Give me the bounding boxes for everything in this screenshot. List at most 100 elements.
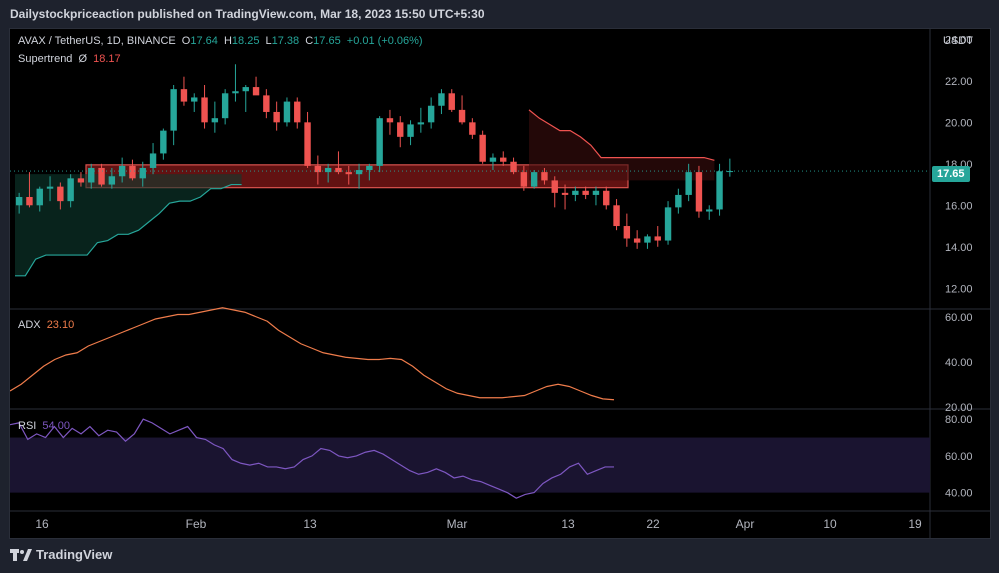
publish-header: Dailystockpriceaction published on Tradi…: [0, 0, 999, 28]
candle-body: [582, 190, 589, 195]
candle-body: [592, 190, 600, 195]
candle-body: [530, 172, 538, 187]
low-label: L: [265, 35, 272, 47]
candle-body: [335, 167, 342, 173]
candle-body: [448, 93, 455, 110]
candle-body: [510, 161, 517, 173]
adx-tick-label: 40.00: [945, 357, 973, 369]
candle-body: [57, 186, 64, 202]
rsi-value: 54.00: [42, 420, 70, 432]
high-value: 18.25: [231, 35, 260, 47]
supertrend-up-line: [15, 183, 242, 277]
price-tick-label: 22.00: [945, 76, 973, 88]
candle-body: [386, 118, 394, 123]
candle-body: [520, 172, 528, 187]
candle-body: [170, 89, 177, 131]
candle-body: [211, 118, 219, 123]
candle-body: [633, 238, 641, 243]
eye-slash-icon[interactable]: Ø: [78, 53, 88, 65]
close-value: 17.65: [313, 35, 341, 47]
candle-body: [221, 93, 229, 119]
rsi-legend: RSI 54.00: [18, 420, 73, 432]
candle-body: [489, 157, 497, 162]
candle-body: [644, 236, 651, 243]
adx-legend: ADX 23.10: [18, 319, 77, 331]
rsi-tick-label: 80.00: [945, 414, 973, 426]
open-label: O: [181, 35, 191, 47]
candle-body: [613, 205, 620, 227]
candle-body: [726, 171, 734, 173]
candle-body: [664, 207, 672, 241]
rsi-label[interactable]: RSI: [18, 420, 37, 432]
open-value: 17.64: [190, 35, 218, 47]
candle-body: [355, 170, 363, 175]
low-value: 17.38: [271, 35, 300, 47]
adx-value: 23.10: [46, 319, 75, 331]
candle-body: [654, 236, 661, 241]
candle-body: [88, 167, 95, 183]
candle-body: [603, 190, 610, 206]
candle-body: [716, 171, 723, 210]
price-tick-label: 12.00: [945, 283, 973, 295]
currency-label: USDT: [943, 35, 973, 47]
price-tick-label: 24.00: [945, 34, 973, 46]
candle-body: [26, 197, 33, 206]
candle-body: [232, 91, 239, 94]
price-tick-label: 14.00: [945, 242, 973, 254]
time-tick-label: 19: [908, 517, 922, 531]
symbol-title[interactable]: AVAX / TetherUS, 1D, BINANCE: [18, 35, 176, 47]
time-tick-label: Feb: [186, 517, 207, 531]
candle-body: [46, 186, 54, 189]
candle-body: [252, 87, 260, 96]
supertrend-down-line: [528, 109, 715, 161]
candle-body: [376, 118, 383, 166]
close-label: C: [305, 35, 314, 47]
candle-body: [129, 165, 136, 179]
candle-body: [417, 122, 425, 125]
adx-tick-label: 20.00: [945, 402, 973, 414]
price-tick-label: 20.00: [945, 117, 973, 129]
candle-body: [345, 172, 352, 175]
current-price-tag: 17.65: [932, 166, 970, 182]
candle-body: [623, 226, 631, 239]
rsi-tick-label: 40.00: [945, 488, 973, 500]
chart-canvas[interactable]: 12.0014.0016.0018.0020.0022.0024.0020.00…: [10, 29, 990, 538]
candle-body: [191, 97, 198, 102]
candle-body: [324, 167, 332, 173]
candle-body: [180, 89, 188, 102]
adx-label[interactable]: ADX: [18, 319, 41, 331]
price-tick-label: 16.00: [945, 200, 973, 212]
candle-body: [397, 122, 404, 137]
supertrend-value: 18.17: [93, 53, 121, 65]
time-tick-label: 13: [303, 517, 317, 531]
rsi-tick-label: 60.00: [945, 451, 973, 463]
candle-body: [201, 97, 208, 123]
time-tick-label: 13: [561, 517, 575, 531]
candle-body: [67, 178, 74, 202]
candle-body: [263, 95, 270, 112]
high-label: H: [223, 35, 232, 47]
supertrend-down-fill: [529, 109, 715, 181]
tradingview-logo-icon: [10, 548, 32, 561]
candle-body: [36, 188, 43, 206]
candle-body: [675, 194, 682, 208]
candle-body: [551, 180, 558, 193]
candle-body: [458, 109, 466, 123]
footer-bar: TradingView: [0, 540, 999, 573]
symbol-legend: AVAX / TetherUS, 1D, BINANCE O17.64 H18.…: [18, 35, 426, 47]
candle-body: [706, 209, 713, 212]
brand-name: TradingView: [36, 547, 113, 562]
candle-body: [541, 172, 548, 181]
candle-body: [108, 176, 116, 185]
chart-frame[interactable]: 12.00 14.00 16.00 18.00 20.00 22.00 24.00 20.00…: [9, 28, 991, 539]
candle-body: [685, 172, 692, 195]
tradingview-brand[interactable]: TradingView: [10, 547, 112, 562]
candle-body: [314, 165, 322, 173]
candle-body: [695, 172, 703, 212]
supertrend-label[interactable]: Supertrend: [18, 53, 73, 65]
time-tick-label: Mar: [447, 517, 468, 531]
time-tick-label: 16: [35, 517, 49, 531]
time-tick-label: Apr: [736, 517, 755, 531]
candle-body: [438, 93, 445, 106]
rsi-line: [10, 418, 614, 499]
